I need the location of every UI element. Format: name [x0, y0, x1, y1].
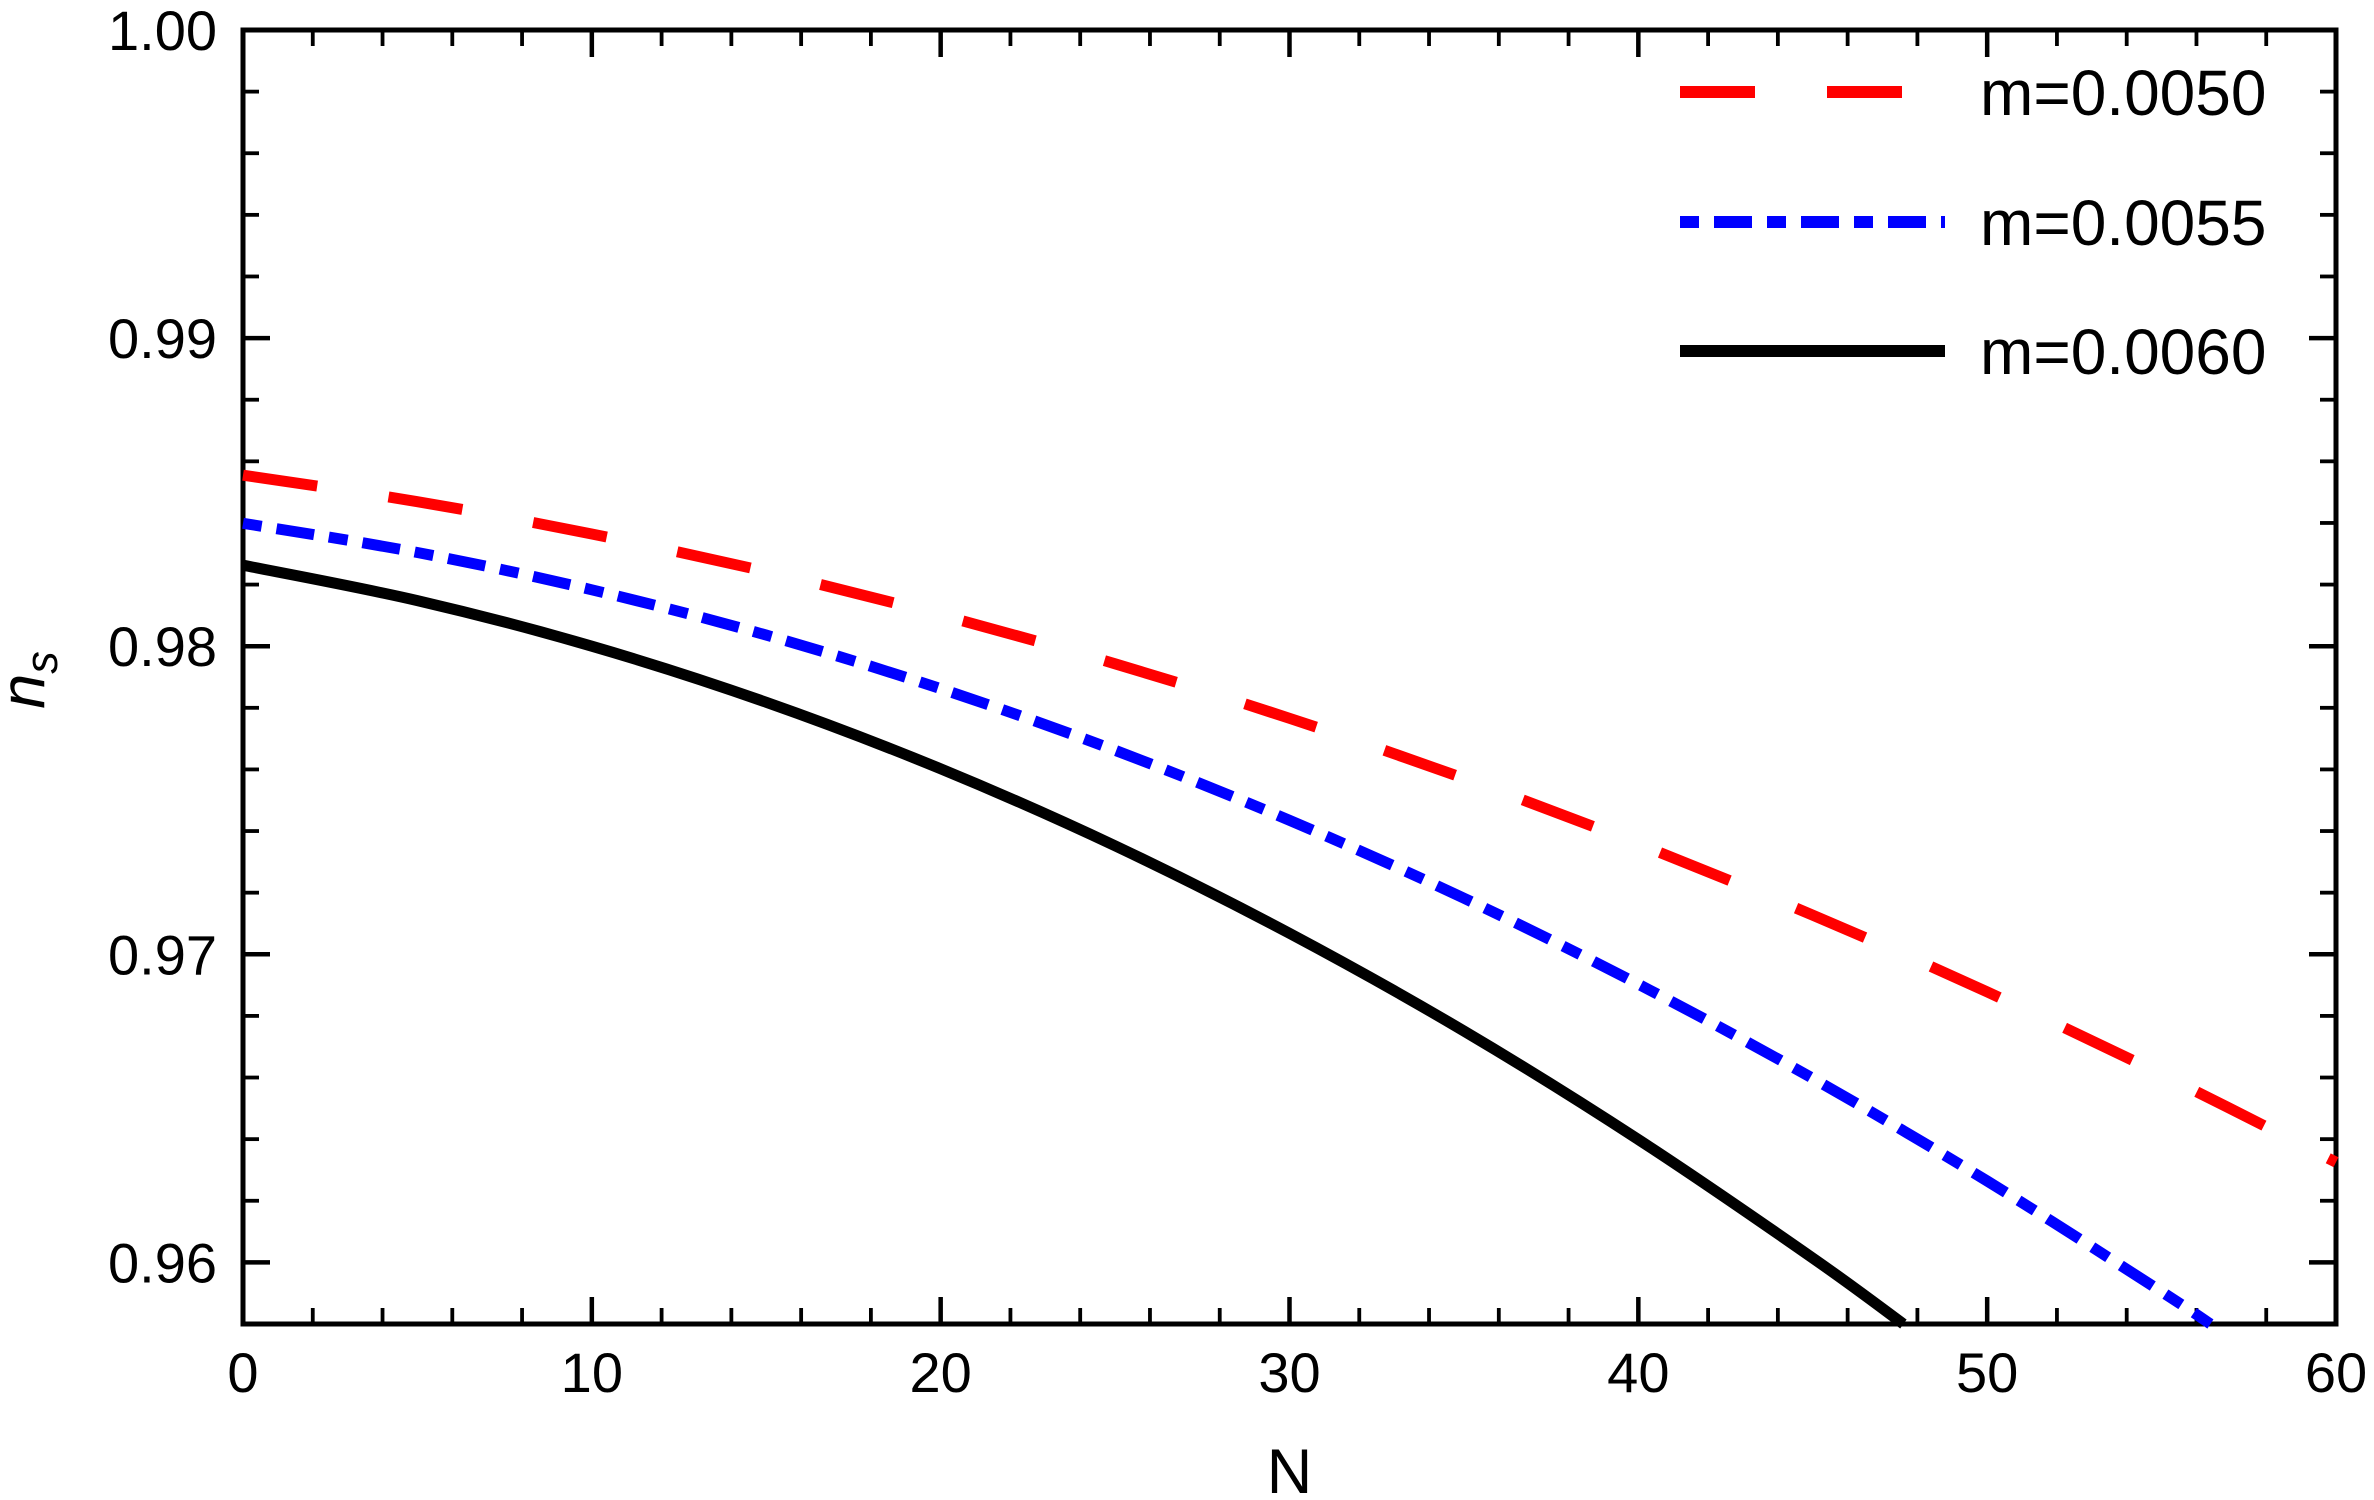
x-tick-label: 40 [1607, 1341, 1669, 1404]
x-tick-label: 50 [1956, 1341, 2018, 1404]
y-tick-label: 0.96 [108, 1231, 217, 1294]
y-tick-label: 0.97 [108, 923, 217, 986]
series-line-m-0.0060 [241, 559, 1907, 1329]
y-tick-label: 1.00 [108, 0, 217, 62]
x-tick-label: 60 [2305, 1341, 2367, 1404]
legend-item: m=0.0055 [1680, 187, 2266, 259]
y-tick-label: 0.99 [108, 307, 217, 370]
series-line-m-0.0050 [242, 469, 2339, 1168]
legend-item: m=0.0050 [1680, 57, 2266, 129]
legend: m=0.0050 m=0.0055 m=0.0060 [1680, 57, 2266, 388]
x-tick-label: 20 [910, 1341, 972, 1404]
x-axis-title: N [1267, 1437, 1313, 1500]
legend-label: m=0.0050 [1980, 57, 2266, 129]
y-tick-label: 0.98 [108, 615, 217, 678]
series-line-m-0.0055 [242, 517, 2214, 1329]
x-tick-label: 0 [227, 1341, 258, 1404]
y-axis-title: ns [0, 651, 67, 709]
legend-label: m=0.0055 [1980, 187, 2266, 259]
x-tick-label: 30 [1258, 1341, 1320, 1404]
legend-item: m=0.0060 [1680, 316, 2266, 388]
x-tick-label: 10 [561, 1341, 623, 1404]
legend-label: m=0.0060 [1980, 316, 2266, 388]
